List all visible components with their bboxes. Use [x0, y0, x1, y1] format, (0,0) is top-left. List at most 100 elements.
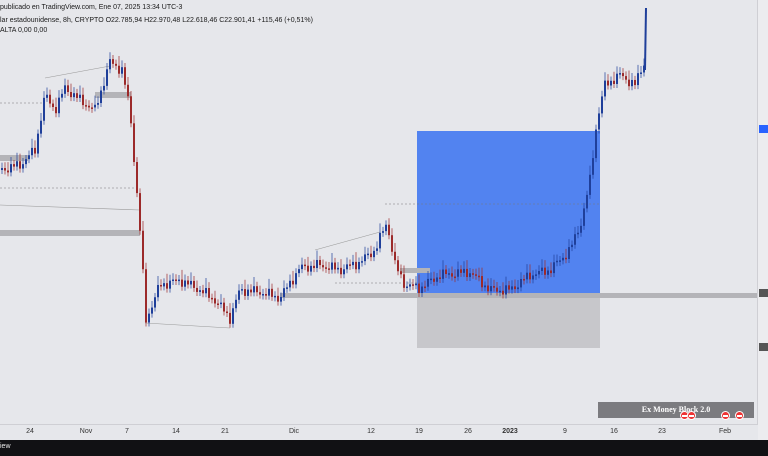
price-chart[interactable]	[0, 0, 758, 424]
us-flag-icon[interactable]	[687, 411, 696, 420]
candle-body	[214, 298, 216, 304]
candle-body	[403, 274, 405, 288]
candle-body	[172, 279, 174, 282]
candle-body	[190, 280, 192, 285]
candle-body	[10, 164, 12, 173]
candle-body	[34, 147, 36, 154]
candle-body	[631, 79, 633, 87]
candle-body	[247, 289, 249, 296]
trend-line	[0, 204, 141, 211]
candle-body	[103, 85, 105, 91]
support-zone	[0, 155, 28, 161]
candle-body	[304, 264, 306, 267]
candle-body	[544, 267, 546, 275]
candle-body	[274, 295, 276, 298]
candle-body	[418, 283, 420, 294]
candle-body	[340, 267, 342, 275]
candle-body	[322, 265, 324, 268]
candle-body	[394, 251, 396, 261]
candle-body	[598, 113, 600, 130]
trend-line	[314, 231, 381, 251]
candle-body	[370, 253, 372, 258]
candle-body	[292, 280, 294, 285]
support-zone	[0, 230, 140, 236]
candle-body	[397, 260, 399, 272]
candle-body	[613, 80, 615, 84]
candle-body	[256, 286, 258, 293]
candle-body	[571, 244, 573, 248]
candle-body	[136, 162, 138, 194]
price-marker-blue	[759, 125, 768, 133]
candle-body	[565, 257, 567, 260]
candle-body	[7, 170, 9, 173]
candle-body	[133, 123, 135, 163]
price-axis[interactable]	[757, 0, 768, 440]
candle-body	[76, 93, 78, 98]
candle-body	[583, 208, 585, 226]
symbol-ohlc-info: lar estadounidense, 8h, CRYPTO O22.785,9…	[0, 17, 313, 24]
us-flag-icon[interactable]	[735, 411, 744, 420]
candle-body	[592, 158, 594, 175]
blue-range-box	[417, 131, 600, 293]
candle-body	[574, 234, 576, 245]
candle-body	[634, 79, 636, 86]
candle-body	[517, 287, 519, 290]
candle-body	[37, 133, 39, 154]
candle-body	[187, 280, 189, 285]
us-flag-icon[interactable]	[721, 411, 730, 420]
candle-body	[463, 268, 465, 273]
candle-body	[295, 273, 297, 285]
candle-body	[532, 275, 534, 280]
candle-body	[376, 248, 378, 251]
candle-body	[52, 103, 54, 108]
candle-body	[55, 107, 57, 114]
trend-line	[144, 322, 231, 329]
candle-body	[514, 286, 516, 290]
candle-body	[484, 285, 486, 288]
candle-body	[436, 277, 438, 282]
candle-body	[223, 302, 225, 312]
candle-body	[478, 275, 480, 278]
candle-body	[241, 289, 243, 291]
candle-body	[262, 294, 264, 296]
candle-body	[61, 93, 63, 98]
candle-body	[112, 59, 114, 64]
candle-body	[643, 65, 645, 73]
candle-body	[382, 231, 384, 233]
candle-body	[640, 72, 642, 74]
candle-body	[523, 278, 525, 281]
candle-body	[406, 286, 408, 289]
candle-body	[556, 260, 558, 263]
candle-body	[142, 230, 144, 270]
candle-body	[94, 104, 96, 108]
candle-body	[85, 105, 87, 107]
time-axis[interactable]: 24 Nov 7 14 21 Dic 12 19 26 2023 9 16 23…	[0, 424, 758, 441]
candle-body	[433, 278, 435, 282]
candle-body	[373, 250, 375, 258]
candle-body	[16, 161, 18, 167]
candle-body	[427, 278, 429, 287]
time-label: 24	[26, 428, 34, 435]
candle-body	[421, 286, 423, 294]
candle-body	[31, 147, 33, 156]
candle-body	[166, 283, 168, 289]
candle-body	[124, 67, 126, 85]
candle-body	[121, 67, 123, 74]
candle-body	[628, 79, 630, 87]
candle-body	[475, 274, 477, 276]
candle-body	[235, 299, 237, 309]
candle-body	[58, 97, 60, 114]
candle-body	[25, 159, 27, 165]
candle-body	[280, 297, 282, 302]
candle-body	[502, 290, 504, 295]
candle-body	[46, 94, 48, 98]
time-label: 12	[367, 428, 375, 435]
candle-body	[268, 288, 270, 296]
candle-body	[358, 261, 360, 270]
time-label: 23	[658, 428, 666, 435]
candle-body	[448, 273, 450, 275]
candle-body	[271, 288, 273, 297]
footer-logo-text: iew	[0, 443, 11, 450]
candle-body	[64, 85, 66, 94]
